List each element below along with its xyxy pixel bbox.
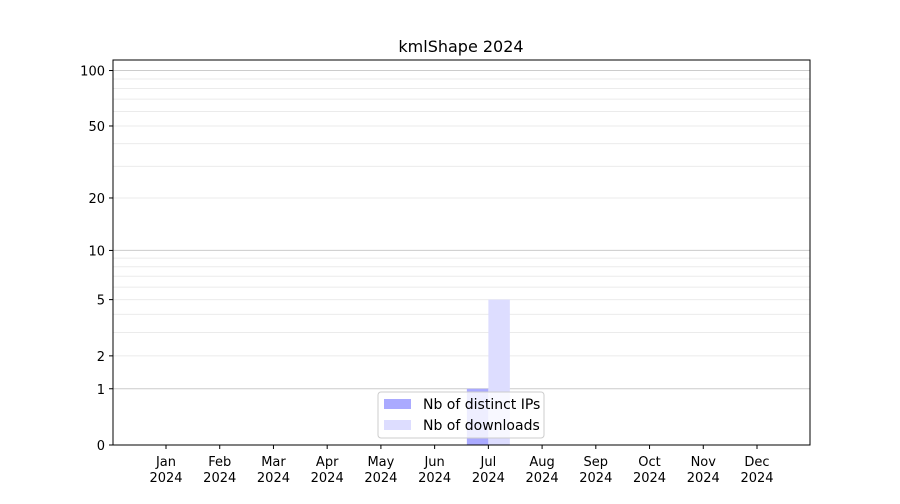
x-tick-label: Dec 2024 [740, 455, 773, 486]
x-tick-label: Jan 2024 [149, 455, 182, 486]
x-tick-label: Feb 2024 [203, 455, 236, 486]
legend-box [377, 391, 545, 439]
grid [113, 70, 810, 390]
y-tick-label: 100 [80, 65, 105, 80]
x-tick-label: Jun 2024 [418, 455, 451, 486]
y-tick-label: 1 [97, 383, 105, 398]
y-tick-label: 0 [97, 439, 105, 454]
x-tick-label: Mar 2024 [257, 455, 290, 486]
legend: Nb of distinct IPs Nb of downloads [377, 391, 545, 439]
x-axis: Jan 2024 Feb 2024 Mar 2024 Apr 2024 May 2024 Jun 20… [149, 445, 774, 486]
y-tick-label: 20 [88, 192, 105, 207]
x-tick-label: Jul 2024 [472, 455, 505, 486]
x-tick-label: May 2024 [364, 455, 397, 486]
x-tick-label: Apr 2024 [311, 455, 344, 486]
x-tick-label: Sep 2024 [579, 455, 612, 486]
legend-swatch-distinct-ips [384, 399, 411, 409]
legend-label-distinct-ips: Nb of distinct IPs [423, 397, 540, 413]
chart-title: kmlShape 2024 [398, 37, 523, 56]
y-tick-label: 50 [88, 120, 105, 135]
x-tick-label: Oct 2024 [633, 455, 666, 486]
legend-swatch-downloads [384, 420, 411, 430]
legend-label-downloads: Nb of downloads [423, 418, 540, 434]
y-tick-label: 5 [97, 294, 105, 309]
x-tick-label: Nov 2024 [687, 455, 720, 486]
y-axis: 0 1 2 5 10 20 50 100 [80, 65, 113, 454]
x-tick-label: Aug 2024 [526, 455, 559, 486]
y-tick-label: 10 [88, 244, 105, 259]
plot-frame [112, 59, 811, 446]
y-tick-label: 2 [97, 350, 105, 365]
